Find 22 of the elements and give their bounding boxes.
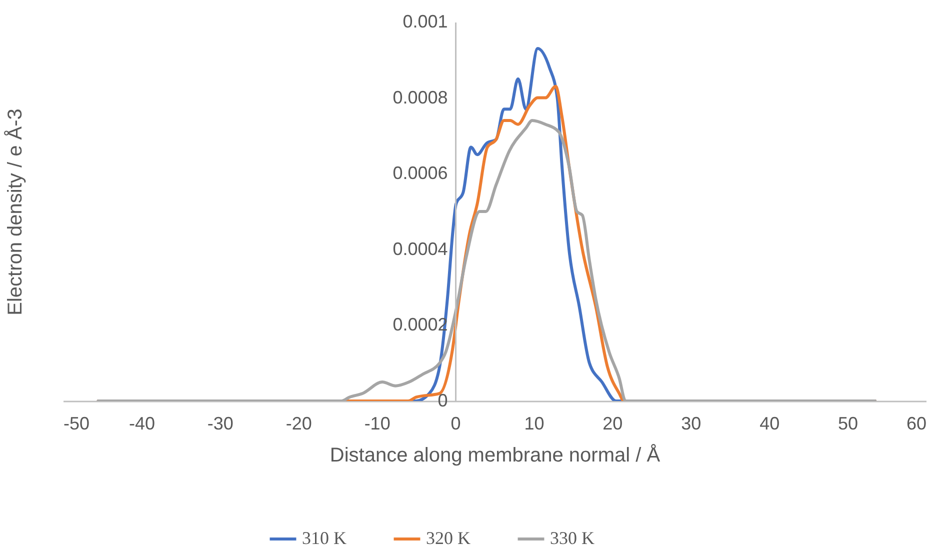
legend-label: 320 K	[426, 528, 470, 548]
x-tick-label: -30	[207, 414, 234, 434]
x-tick-label: 0	[450, 414, 461, 434]
x-tick-label: 50	[838, 414, 858, 434]
x-tick-label: 40	[760, 414, 780, 434]
y-tick-label: 0.001	[402, 12, 448, 32]
legend-label: 330 K	[550, 528, 594, 548]
x-axis-title: Distance along membrane normal / Å	[330, 444, 661, 466]
y-tick-label: 0.0008	[392, 87, 448, 108]
x-tick-label: 30	[681, 414, 702, 434]
x-tick-label: -50	[64, 414, 90, 434]
x-tick-label: 10	[524, 414, 544, 434]
y-tick-label: 0.0006	[392, 163, 448, 184]
x-tick-label: -20	[286, 414, 312, 434]
y-tick-label: 0.0004	[392, 238, 448, 259]
x-tick-label: 60	[906, 414, 926, 434]
x-tick-label: -40	[128, 414, 155, 434]
legend-label: 310 K	[302, 528, 346, 548]
x-tick-label: -10	[364, 414, 390, 434]
y-tick-label: 0	[438, 390, 448, 410]
x-tick-label: 20	[602, 414, 623, 434]
y-axis-title: Electron density / e Å-3	[4, 108, 26, 316]
